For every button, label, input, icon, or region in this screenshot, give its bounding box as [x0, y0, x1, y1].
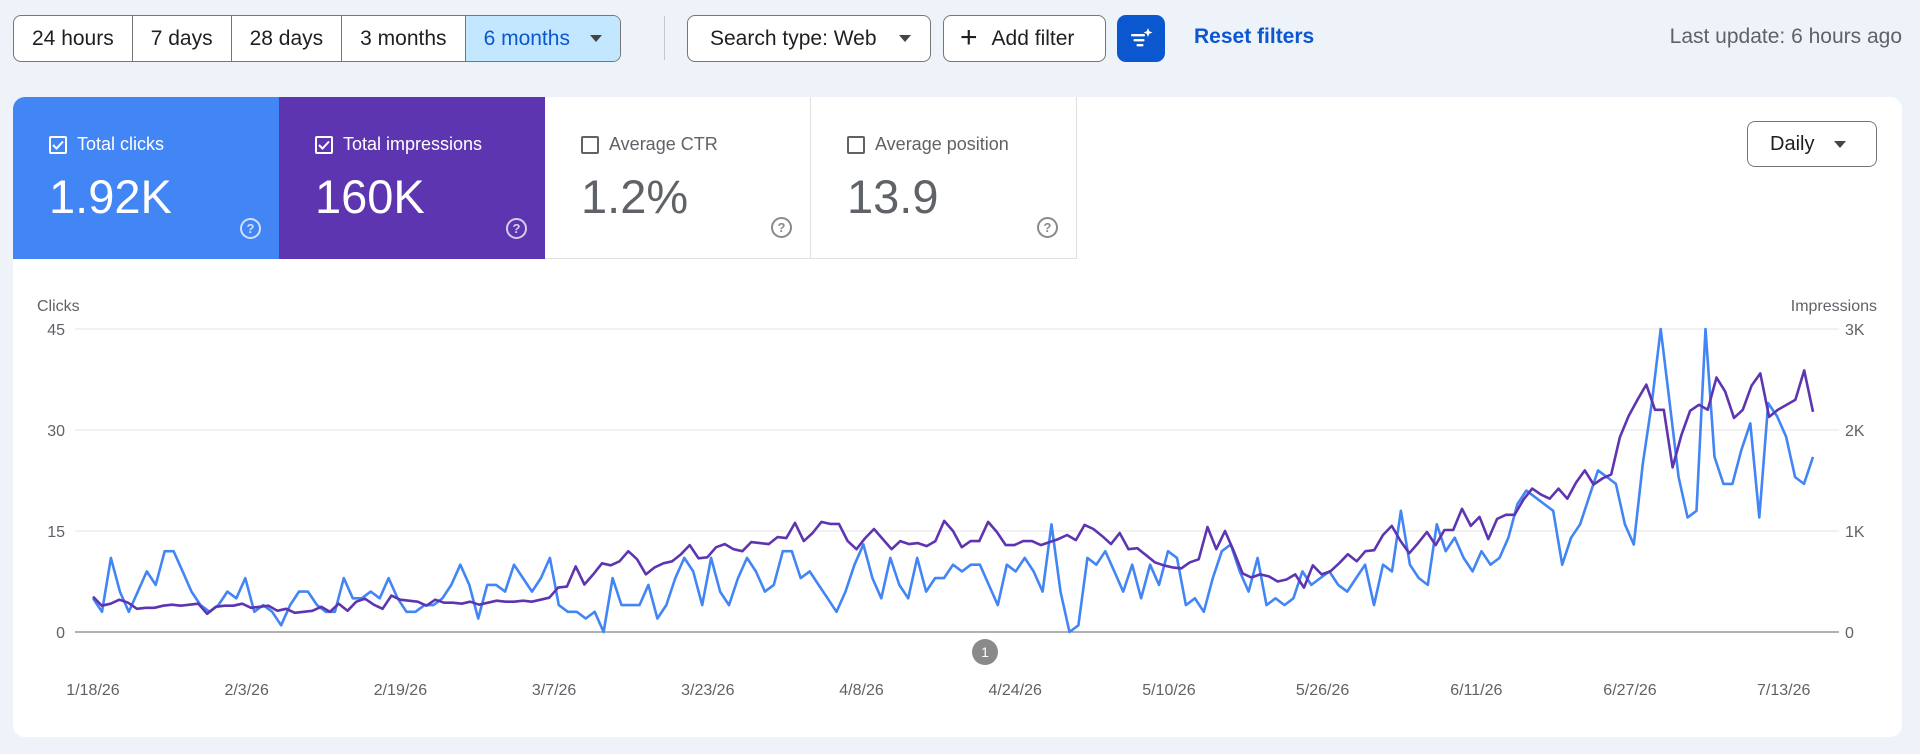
date-range-selector: 24 hours 7 days 28 days 3 months 6 month… [13, 15, 621, 62]
y-left-tick-label: 45 [47, 322, 65, 339]
total-clicks-value: 1.92K [49, 170, 172, 223]
range-6-months-label: 6 months [483, 26, 570, 50]
granularity-dropdown[interactable]: Daily [1747, 121, 1877, 167]
average-ctr-header: Average CTR [581, 134, 718, 155]
checkbox-unchecked-icon[interactable] [847, 135, 865, 154]
average-ctr-value: 1.2% [581, 170, 689, 223]
help-icon[interactable]: ? [1037, 217, 1058, 238]
total-impressions-header: Total impressions [315, 134, 482, 155]
performance-chart: Clicks Impressions 0 0 15 1K 30 2K 45 3K 1/18/26 2/… [37, 298, 1877, 699]
x-tick-label: 2/19/26 [374, 682, 427, 699]
checkbox-checked-icon[interactable] [49, 135, 67, 154]
help-icon[interactable]: ? [506, 218, 527, 239]
y-right-tick-label: 0 [1845, 625, 1854, 642]
reset-filters-link[interactable]: Reset filters [1194, 25, 1315, 48]
annotation-label: 1 [981, 644, 989, 660]
average-ctr-tile[interactable]: Average CTR 1.2% ? [545, 97, 811, 259]
total-clicks-header: Total clicks [49, 134, 164, 155]
average-position-tile[interactable]: Average position 13.9 ? [811, 97, 1077, 259]
x-tick-label: 1/18/26 [66, 682, 119, 699]
toolbar: 24 hours 7 days 28 days 3 months 6 month… [0, 0, 1920, 78]
checkbox-unchecked-icon[interactable] [581, 135, 599, 154]
y-right-tick-label: 2K [1845, 423, 1865, 440]
x-tick-label: 7/13/26 [1757, 682, 1810, 699]
range-24-hours-button[interactable]: 24 hours [14, 16, 133, 61]
annotation-circle [972, 639, 998, 665]
y-left-tick-label: 30 [47, 423, 65, 440]
average-ctr-label: Average CTR [609, 134, 718, 154]
y-right-tick-label: 3K [1845, 322, 1865, 339]
right-axis-title: Impressions [1791, 298, 1877, 315]
x-tick-label: 6/27/26 [1603, 682, 1656, 699]
granularity-label: Daily [1770, 132, 1815, 155]
clicks-series-line [91, 327, 1815, 634]
total-clicks-tile[interactable]: Total clicks 1.92K ? [13, 97, 279, 259]
annotation-marker[interactable]: 1 [972, 639, 998, 665]
plus-icon: + [960, 20, 978, 54]
x-tick-label: 4/8/26 [839, 682, 884, 699]
x-tick-label: 3/7/26 [532, 682, 577, 699]
y-right-tick-label: 1K [1845, 524, 1865, 541]
average-position-value: 13.9 [847, 170, 939, 223]
y-left-tick-label: 15 [47, 524, 65, 541]
impressions-series-line [92, 369, 1815, 616]
range-3-months-button[interactable]: 3 months [342, 16, 466, 61]
x-tick-label: 6/11/26 [1450, 682, 1502, 699]
filter-settings-button[interactable] [1117, 15, 1165, 62]
search-type-dropdown[interactable]: Search type: Web [687, 15, 931, 62]
help-icon[interactable]: ? [771, 217, 792, 238]
chevron-down-icon [898, 35, 911, 42]
total-impressions-tile[interactable]: Total impressions 160K ? [279, 97, 545, 259]
x-tick-label: 4/24/26 [989, 682, 1042, 699]
left-axis-title: Clicks [37, 298, 80, 315]
divider [664, 16, 665, 60]
last-update-text: Last update: 6 hours ago [1669, 25, 1902, 48]
x-tick-label: 2/3/26 [224, 682, 269, 699]
average-position-label: Average position [875, 134, 1009, 154]
total-clicks-label: Total clicks [77, 134, 165, 154]
range-7-days-button[interactable]: 7 days [133, 16, 232, 61]
chevron-down-icon [589, 35, 602, 42]
x-tick-label: 5/10/26 [1142, 682, 1195, 699]
filter-sparkle-icon [1131, 27, 1153, 46]
total-impressions-value: 160K [315, 170, 425, 223]
add-filter-button[interactable]: + Add filter [943, 15, 1106, 62]
average-position-header: Average position [847, 134, 1009, 155]
help-icon[interactable]: ? [240, 218, 261, 239]
add-filter-label: Add filter [991, 26, 1075, 50]
performance-card: Total clicks 1.92K ? Total impressions 1… [13, 97, 1902, 737]
x-tick-label: 5/26/26 [1296, 682, 1349, 699]
y-left-tick-label: 0 [56, 625, 65, 642]
checkbox-checked-icon[interactable] [315, 135, 333, 154]
range-6-months-button[interactable]: 6 months [465, 16, 620, 61]
chevron-down-icon [1834, 140, 1847, 148]
range-28-days-button[interactable]: 28 days [232, 16, 343, 61]
search-type-label: Search type: Web [710, 26, 877, 50]
total-impressions-label: Total impressions [343, 134, 483, 154]
x-tick-label: 3/23/26 [681, 682, 734, 699]
